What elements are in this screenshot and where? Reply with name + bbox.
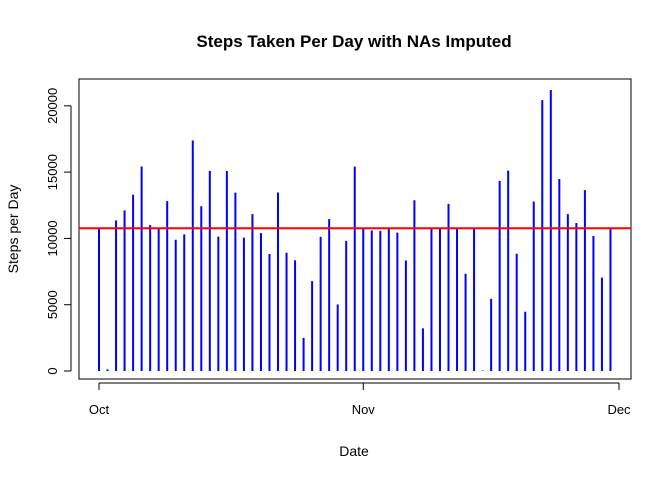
x-axis: Oct Nov Dec xyxy=(89,382,631,417)
y-tick-label: 5000 xyxy=(45,290,60,319)
y-tick-label: 0 xyxy=(45,367,60,374)
bars xyxy=(98,90,612,371)
y-tick-label: 20000 xyxy=(45,88,60,124)
y-tick-label: 15000 xyxy=(45,154,60,190)
y-tick-label: 10000 xyxy=(45,220,60,256)
x-tick-label: Nov xyxy=(352,402,376,417)
y-axis: 0 5000 10000 15000 20000 xyxy=(45,88,72,375)
x-tick-label: Oct xyxy=(89,402,110,417)
y-axis-label: Steps per Day xyxy=(5,185,21,274)
x-axis-label: Date xyxy=(339,443,369,459)
x-tick-label: Dec xyxy=(607,402,631,417)
chart-title: Steps Taken Per Day with NAs Imputed xyxy=(196,32,511,51)
